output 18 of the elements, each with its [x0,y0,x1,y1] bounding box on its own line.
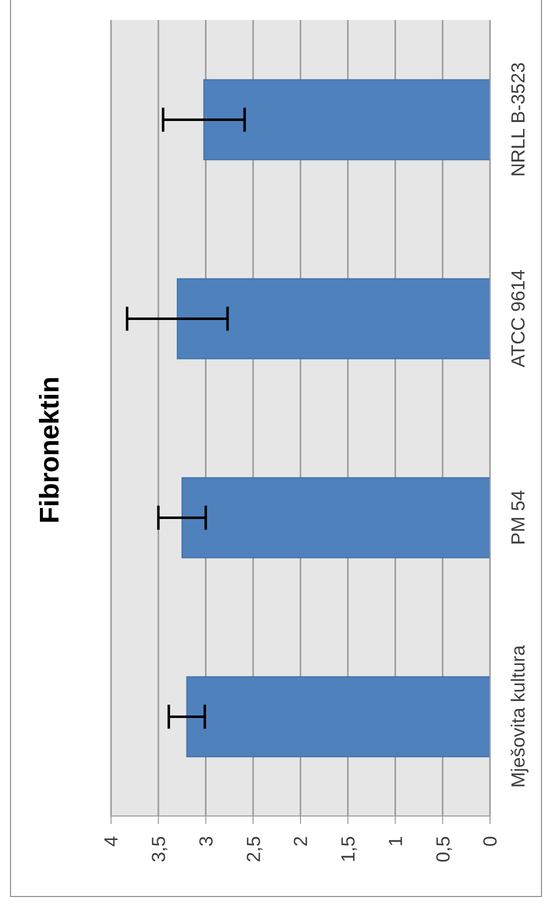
x-tick-label: 3,5 [149,836,170,862]
y-tick-label: ATCC 9614 [508,269,530,368]
x-tick-label: 4 [102,836,123,847]
bar [176,278,490,360]
x-tick-label: 2,5 [244,836,265,862]
x-tick-label: 0,5 [433,836,454,862]
x-tick-label: 1 [386,836,407,847]
text: Fibronektin [34,376,66,524]
y-tick-label: PM 54 [508,490,530,545]
y-tick-label: NRLL B-3523 [508,62,530,177]
bar [203,79,490,160]
x-tick-label: 1,5 [338,836,360,862]
x-tick-label: 2 [291,836,312,847]
bar [182,477,490,558]
x-tick-label: 3 [196,836,218,847]
bar [186,676,490,758]
x-tick-label: 0 [480,836,502,847]
y-tick-label: Mješovita kultura [508,644,530,788]
